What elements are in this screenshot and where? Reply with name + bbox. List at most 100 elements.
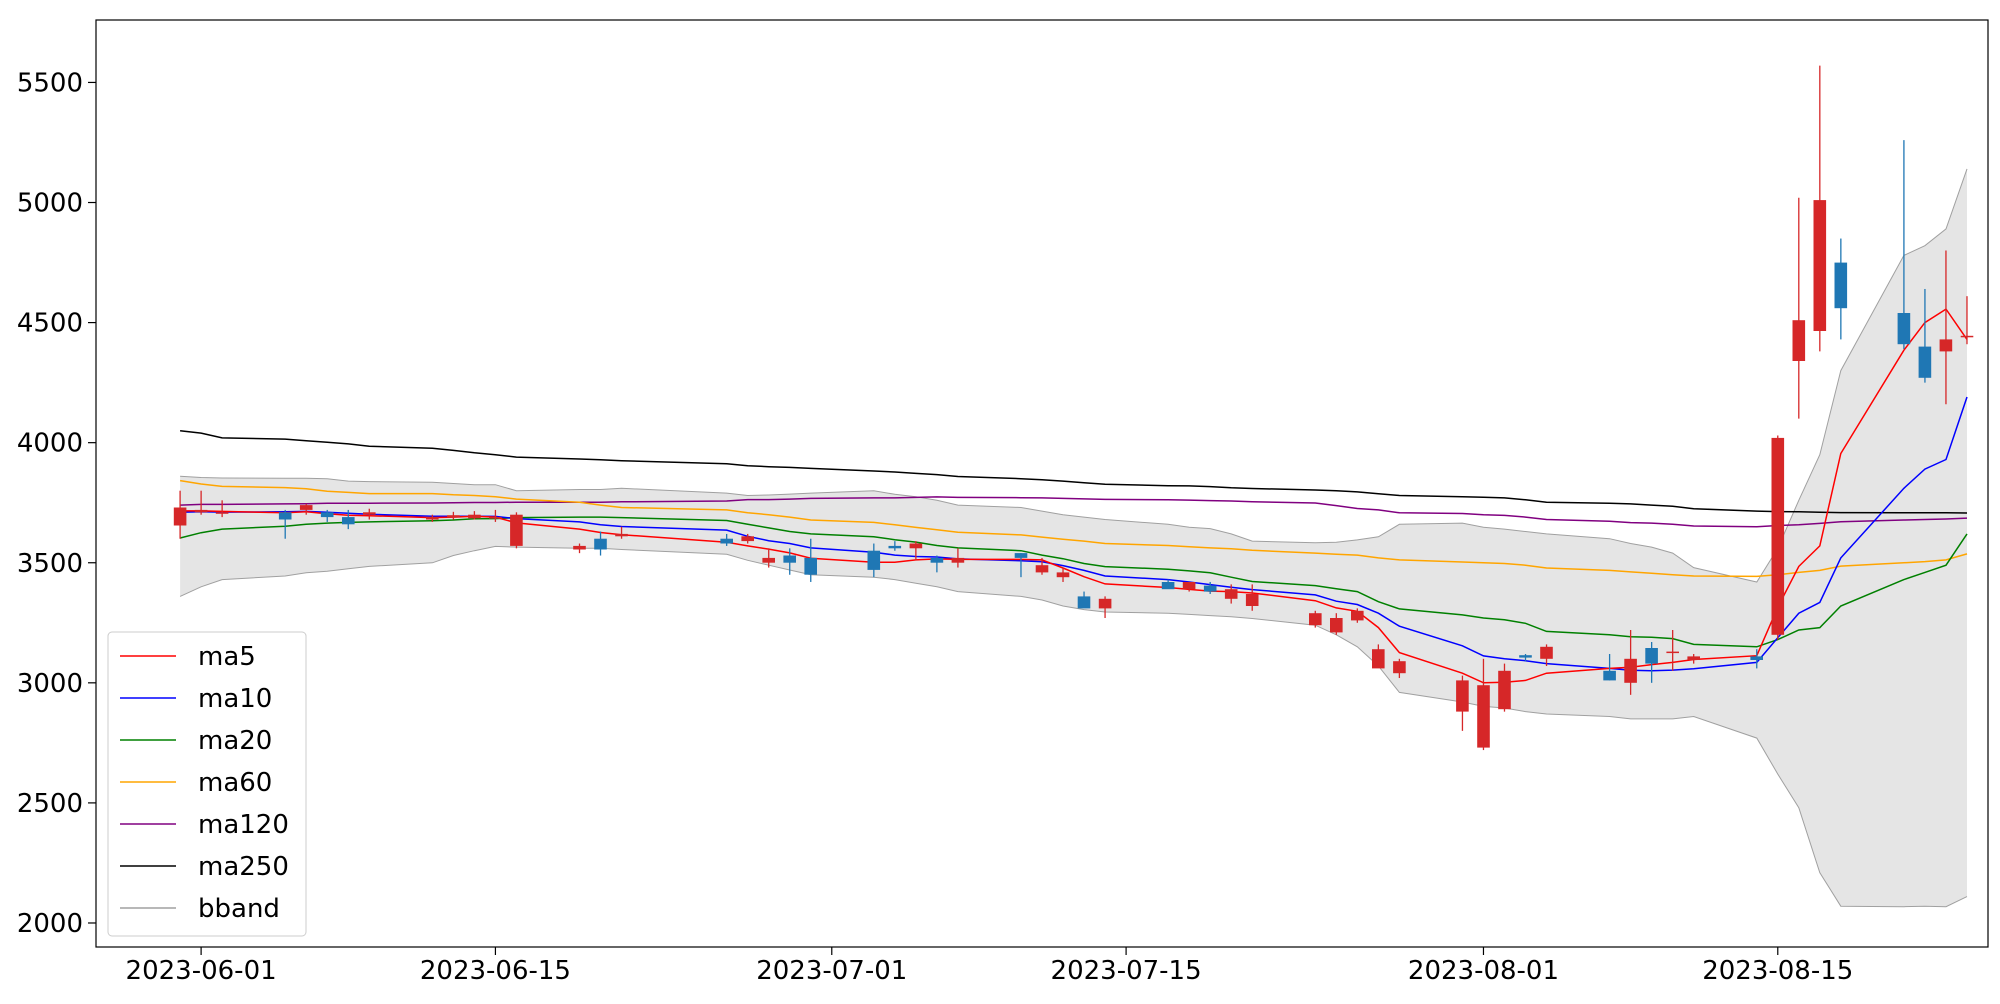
candle: [594, 531, 607, 556]
candle: [1750, 649, 1763, 669]
candle-body: [426, 517, 439, 520]
candle-body: [1813, 200, 1827, 331]
candle-body: [1056, 572, 1070, 578]
candle-body: [1519, 655, 1532, 658]
candle: [1372, 644, 1385, 669]
candle: [951, 548, 965, 568]
candle-body: [1477, 685, 1490, 748]
candle-body: [215, 512, 229, 514]
candle: [1771, 435, 1785, 640]
candle-body: [930, 557, 944, 563]
candle-body: [1456, 680, 1469, 712]
x-axis: 2023-06-01 2023-06-15 2023-07-01 2023-07-15…: [126, 947, 1853, 986]
candle: [1203, 581, 1217, 594]
candle: [762, 548, 775, 568]
ma250-line: [180, 429, 1968, 514]
candle-body: [867, 550, 881, 570]
candle: [363, 508, 376, 520]
candle: [215, 500, 229, 518]
candle: [1666, 629, 1679, 671]
candle: [1161, 579, 1175, 590]
candle: [888, 541, 902, 551]
x-tick-label: 2023-06-01: [126, 956, 277, 986]
candle-body: [888, 545, 902, 549]
candle-body: [510, 514, 523, 546]
candle-body: [1624, 658, 1637, 683]
candle-body: [1077, 596, 1091, 609]
candle: [1792, 197, 1806, 419]
candle: [342, 509, 355, 530]
candle: [1939, 250, 1953, 405]
legend-label: ma120: [198, 810, 289, 840]
candle: [1330, 613, 1343, 635]
bband-fill: [180, 168, 1968, 907]
candle: [468, 511, 481, 520]
candle-body: [762, 557, 775, 563]
candle: [1456, 675, 1469, 731]
candle: [804, 538, 817, 582]
candle-body: [1792, 320, 1806, 361]
legend-label: ma5: [198, 642, 256, 672]
candle: [1918, 288, 1932, 383]
candle-body: [1540, 646, 1553, 659]
candle-body: [342, 517, 355, 525]
y-tick-label: 5000: [17, 189, 83, 219]
candle: [320, 509, 334, 522]
candle-body: [720, 538, 733, 544]
candle-body: [1098, 598, 1112, 609]
candle-body: [1834, 262, 1848, 309]
y-tick-label: 2000: [17, 909, 83, 939]
candle: [1077, 591, 1091, 609]
candle-body: [1939, 339, 1953, 352]
candle: [783, 548, 796, 575]
candle-body: [194, 509, 208, 513]
y-tick-label: 3000: [17, 669, 83, 699]
x-tick-label: 2023-08-01: [1408, 956, 1559, 986]
candle-body: [1224, 589, 1238, 599]
y-tick-label: 5500: [17, 68, 83, 98]
candle-body: [615, 533, 628, 537]
candle-body: [1203, 585, 1217, 592]
candle: [1498, 663, 1511, 712]
candle-body: [573, 545, 586, 550]
candle: [1014, 553, 1028, 578]
candle-body: [1372, 649, 1385, 669]
candle-body: [299, 505, 313, 510]
candle-body: [1309, 613, 1322, 626]
candle: [1309, 610, 1322, 628]
candle-body: [1393, 661, 1406, 674]
candle: [720, 533, 733, 546]
y-tick-label: 4500: [17, 309, 83, 339]
candle: [1224, 584, 1238, 604]
legend-item-ma60: ma60: [120, 768, 272, 798]
ma120-line: [180, 496, 1968, 528]
candle: [867, 543, 881, 578]
candle-body: [1330, 618, 1343, 633]
candle-body: [447, 515, 460, 518]
y-tick-label: 2500: [17, 789, 83, 819]
candle: [909, 541, 923, 561]
candle: [1245, 584, 1259, 611]
candle-body: [320, 512, 334, 518]
x-tick-label: 2023-07-01: [756, 956, 907, 986]
candle: [1603, 654, 1616, 681]
candle: [573, 543, 586, 554]
candle: [278, 509, 292, 539]
x-tick-label: 2023-06-15: [420, 956, 571, 986]
candle-body: [1182, 582, 1196, 590]
candle: [615, 526, 628, 539]
candle: [426, 514, 439, 522]
legend-item-bband: bband: [120, 894, 280, 924]
candle-body: [173, 507, 187, 526]
bollinger-band-layer: [179, 168, 1968, 908]
candle: [173, 490, 187, 539]
candle-body: [741, 536, 754, 542]
candle-body: [1603, 670, 1616, 681]
legend-label: bband: [198, 894, 280, 924]
legend: ma5 ma10 ma20 ma60 ma120 ma250 bband: [107, 631, 307, 937]
candle-body: [1897, 313, 1911, 345]
bband-lower-line: [179, 545, 1968, 908]
candle-body: [1918, 346, 1932, 378]
candle: [1540, 644, 1553, 667]
